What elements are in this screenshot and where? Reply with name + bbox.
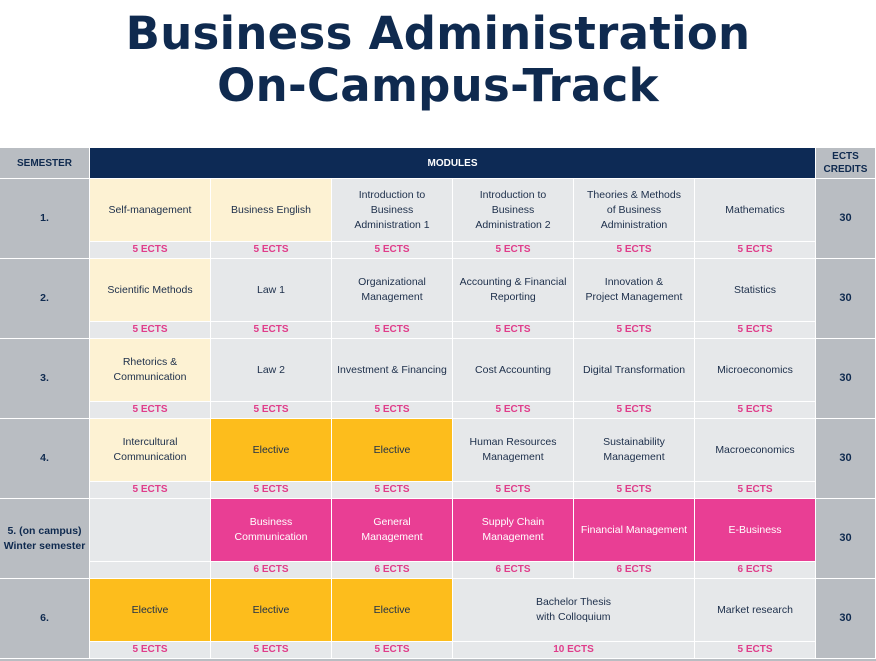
module-ects: 5 ECTS: [90, 242, 211, 259]
module-ects: 5 ECTS: [574, 322, 695, 339]
module-ects: 6 ECTS: [453, 562, 574, 579]
module-cell: Law 1: [211, 259, 332, 322]
semester-total-credits: 30: [816, 499, 876, 579]
module-ects: 6 ECTS: [574, 562, 695, 579]
semester-label: 6.: [0, 579, 90, 659]
module-ects: 5 ECTS: [332, 322, 453, 339]
module-cell: Elective: [211, 419, 332, 482]
module-ects: 5 ECTS: [453, 242, 574, 259]
module-cell: Theories & Methods of Business Administr…: [574, 179, 695, 242]
module-ects: 6 ECTS: [695, 562, 816, 579]
module-cell: Elective: [332, 419, 453, 482]
module-ects: 5 ECTS: [211, 482, 332, 499]
module-cell: Rhetorics & Communication: [90, 339, 211, 402]
module-cell: Cost Accounting: [453, 339, 574, 402]
module-ects: 5 ECTS: [695, 242, 816, 259]
module-cell: Intercultural Communication: [90, 419, 211, 482]
modules-header: MODULES: [90, 148, 816, 179]
semester-total-credits: 30: [816, 419, 876, 499]
module-ects: 5 ECTS: [211, 642, 332, 659]
title-line-2: On-Campus-Track: [217, 59, 659, 112]
module-ects: 5 ECTS: [332, 402, 453, 419]
module-ects: 5 ECTS: [332, 242, 453, 259]
module-cell: Business English: [211, 179, 332, 242]
semester-total-credits: 30: [816, 579, 876, 659]
title-line-1: Business Administration: [125, 7, 751, 60]
module-cell: Sustainability Management: [574, 419, 695, 482]
module-ects: 10 ECTS: [453, 642, 695, 659]
module-cell: Elective: [211, 579, 332, 642]
semester-total-credits: 30: [816, 339, 876, 419]
module-ects: 5 ECTS: [574, 402, 695, 419]
ects-credits-header: ECTS CREDITS: [816, 148, 876, 179]
module-cell: Macroeconomics: [695, 419, 816, 482]
module-cell: Digital Transformation: [574, 339, 695, 402]
module-cell: Self-management: [90, 179, 211, 242]
module-cell: Financial Management: [574, 499, 695, 562]
semester-total-credits: 30: [816, 259, 876, 339]
module-ects: 5 ECTS: [453, 482, 574, 499]
module-ects: 5 ECTS: [211, 322, 332, 339]
semester-label: 1.: [0, 179, 90, 259]
module-cell: [90, 499, 211, 562]
module-ects: 5 ECTS: [211, 402, 332, 419]
semester-label: 2.: [0, 259, 90, 339]
module-cell: Supply Chain Management: [453, 499, 574, 562]
module-ects: 5 ECTS: [453, 322, 574, 339]
module-ects: 5 ECTS: [211, 242, 332, 259]
module-cell: Business Communication: [211, 499, 332, 562]
module-cell: Elective: [90, 579, 211, 642]
module-ects: [90, 562, 211, 579]
module-cell: Law 2: [211, 339, 332, 402]
module-cell: Innovation & Project Management: [574, 259, 695, 322]
module-ects: 5 ECTS: [695, 642, 816, 659]
module-ects: 5 ECTS: [574, 482, 695, 499]
module-ects: 5 ECTS: [90, 322, 211, 339]
module-ects: 5 ECTS: [695, 482, 816, 499]
module-cell: Scientific Methods: [90, 259, 211, 322]
module-ects: 5 ECTS: [574, 242, 695, 259]
module-cell: Microeconomics: [695, 339, 816, 402]
semester-total-credits: 30: [816, 179, 876, 259]
semester-label: 3.: [0, 339, 90, 419]
module-ects: 5 ECTS: [332, 482, 453, 499]
module-cell: Bachelor Thesis with Colloquium: [453, 579, 695, 642]
module-ects: 5 ECTS: [695, 402, 816, 419]
module-ects: 6 ECTS: [211, 562, 332, 579]
semester-label: 4.: [0, 419, 90, 499]
module-cell: Human Resources Management: [453, 419, 574, 482]
curriculum-table: SEMESTER MODULES ECTS CREDITS 1. Self-man…: [0, 148, 876, 661]
module-cell: Introduction to Business Administration …: [453, 179, 574, 242]
module-ects: 5 ECTS: [453, 402, 574, 419]
semester-label: 5. (on campus) Winter semester: [0, 499, 90, 579]
module-ects: 5 ECTS: [332, 642, 453, 659]
module-cell: Organizational Management: [332, 259, 453, 322]
module-ects: 5 ECTS: [90, 482, 211, 499]
module-cell: Market research: [695, 579, 816, 642]
module-cell: E-Business: [695, 499, 816, 562]
page-title: Business Administration On-Campus-Track: [0, 8, 876, 112]
table-bottom-edge: [0, 659, 876, 661]
module-ects: 6 ECTS: [332, 562, 453, 579]
module-ects: 5 ECTS: [90, 642, 211, 659]
module-cell: Mathematics: [695, 179, 816, 242]
module-cell: Statistics: [695, 259, 816, 322]
module-cell: Investment & Financing: [332, 339, 453, 402]
module-cell: Accounting & Financial Reporting: [453, 259, 574, 322]
module-cell: General Management: [332, 499, 453, 562]
module-cell: Elective: [332, 579, 453, 642]
module-ects: 5 ECTS: [90, 402, 211, 419]
semester-header: SEMESTER: [0, 148, 90, 179]
module-cell: Introduction to Business Administration …: [332, 179, 453, 242]
module-ects: 5 ECTS: [695, 322, 816, 339]
